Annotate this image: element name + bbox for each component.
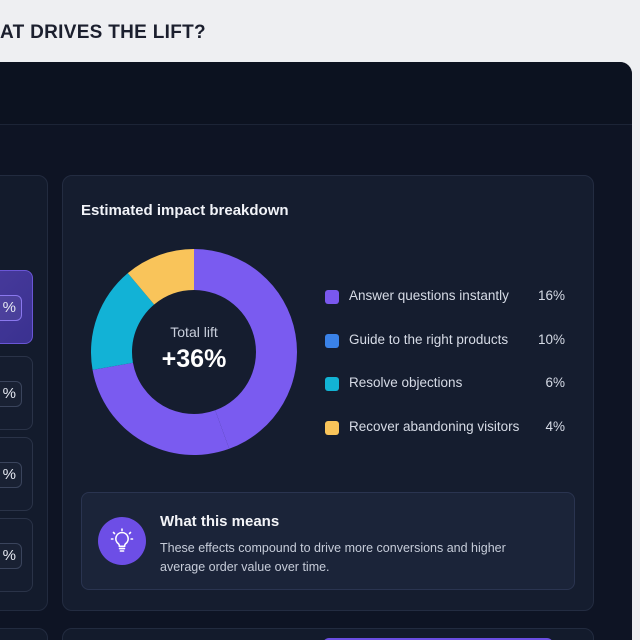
impact-donut-chart bbox=[91, 249, 297, 455]
bottom-card bbox=[62, 628, 594, 640]
driver-percent: % bbox=[0, 462, 22, 488]
legend-value: 16% bbox=[537, 288, 565, 303]
driver-row[interactable]: % bbox=[0, 437, 33, 511]
driver-row[interactable]: % bbox=[0, 518, 33, 592]
legend-item: Recover abandoning visitors 4% bbox=[325, 415, 575, 459]
driver-row[interactable]: % bbox=[0, 270, 33, 344]
donut-slice-recover-abandoning-visitors bbox=[127, 249, 194, 305]
legend-swatch bbox=[325, 420, 339, 435]
bottom-left-panel bbox=[0, 628, 48, 640]
legend-swatch bbox=[325, 333, 339, 348]
donut-slice-resolve-objections bbox=[91, 273, 155, 370]
legend-value: 6% bbox=[545, 375, 565, 390]
legend-value: 10% bbox=[537, 331, 565, 347]
insight-box: What this means These effects compound t… bbox=[81, 492, 575, 590]
legend-item: Resolve objections 6% bbox=[325, 371, 575, 415]
dashboard-topbar bbox=[0, 62, 632, 125]
legend-value: 4% bbox=[545, 418, 565, 434]
legend-swatch bbox=[325, 290, 339, 304]
impact-breakdown-card: Estimated impact breakdown Total lift +3… bbox=[62, 175, 594, 611]
legend-item: Answer questions instantly 16% bbox=[325, 284, 575, 328]
lightbulb-icon bbox=[98, 517, 146, 565]
legend-swatch bbox=[325, 377, 339, 391]
donut-slice-guide-to-the-right-products bbox=[92, 362, 230, 455]
legend-label: Guide to the right products bbox=[349, 331, 509, 347]
primary-action-button[interactable] bbox=[323, 638, 553, 640]
legend-label: Answer questions instantly bbox=[349, 288, 509, 303]
page-heading: HAT DRIVES THE LIFT? bbox=[0, 22, 206, 43]
insight-text: These effects compound to drive more con… bbox=[160, 541, 506, 574]
driver-percent: % bbox=[0, 295, 22, 321]
legend-label: Resolve objections bbox=[349, 375, 463, 390]
chart-legend: Answer questions instantly 16% Guide to … bbox=[325, 284, 575, 458]
dashboard-panel: % % % % Estimated impact breakdown Total… bbox=[0, 62, 632, 640]
driver-row[interactable]: % bbox=[0, 356, 33, 430]
driver-percent: % bbox=[0, 543, 22, 569]
driver-percent: % bbox=[0, 381, 22, 407]
drivers-list-panel: % % % % bbox=[0, 175, 48, 611]
legend-item: Guide to the right products 10% bbox=[325, 328, 575, 372]
legend-label: Recover abandoning visitors bbox=[349, 418, 520, 434]
donut-slice-answer-questions-instantly bbox=[194, 249, 297, 449]
insight-title: What this means bbox=[160, 513, 280, 530]
card-title: Estimated impact breakdown bbox=[81, 202, 289, 219]
